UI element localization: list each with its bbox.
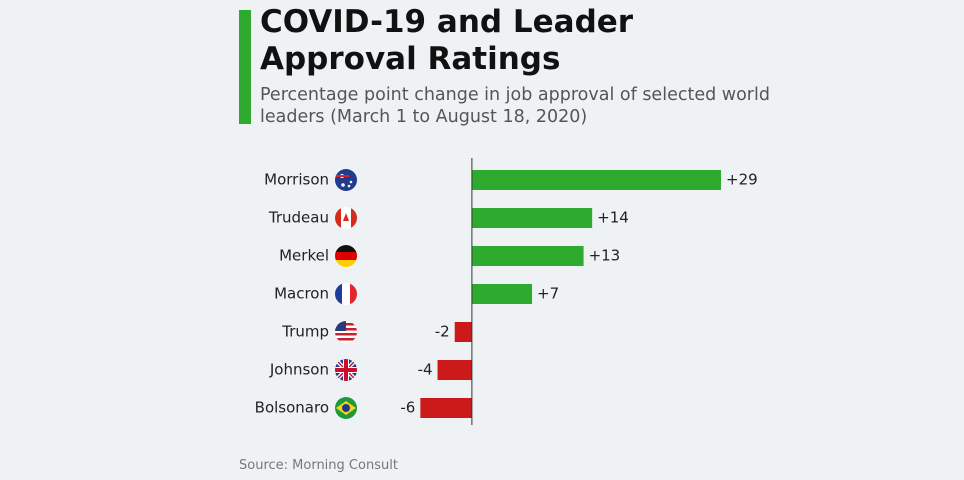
bar [471,170,721,190]
category-label: Johnson [269,361,329,379]
bar [471,284,533,304]
flag [335,321,357,343]
value-label: +7 [537,285,559,303]
bar [471,246,584,266]
category-label: Macron [274,285,329,303]
category-label: Trudeau [268,209,329,227]
chart-subtitle: Percentage point change in job approval … [260,85,770,127]
flag [335,245,357,267]
title-accent [239,10,251,124]
source-note: Source: Morning Consult [239,458,398,473]
flag [335,397,357,419]
category-label: Trump [281,323,329,341]
bar [471,208,593,228]
category-label: Bolsonaro [255,399,329,417]
category-label: Morrison [264,171,329,189]
category-label: Merkel [279,247,329,265]
flag [335,169,357,191]
bar [420,398,472,418]
value-label: +14 [597,209,629,227]
flags [335,169,357,419]
bar [454,322,472,342]
value-label: -4 [418,361,433,379]
value-label: -6 [400,399,415,417]
flag [335,207,357,229]
value-label: -2 [435,323,450,341]
flag [335,283,357,305]
value-label: +13 [589,247,621,265]
chart-title: COVID-19 and Leader Approval Ratings [260,4,634,77]
flag [335,359,357,381]
value-label: +29 [726,171,758,189]
bar [437,360,472,380]
